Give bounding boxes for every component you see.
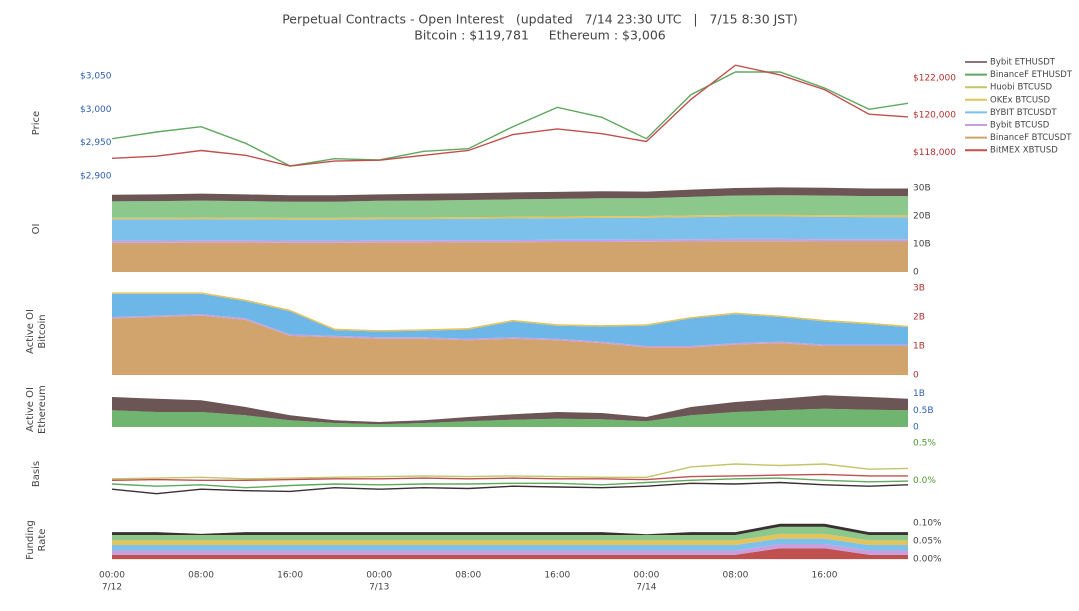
y-tick-label: 2B (913, 313, 925, 323)
y-tick-label: 0.5B (913, 406, 934, 416)
stacked-area (112, 241, 908, 272)
price-line (112, 71, 908, 167)
price-line (112, 481, 908, 495)
price-line (112, 477, 908, 489)
y-axis-label: Basis (31, 461, 42, 487)
stacked-area (112, 195, 908, 218)
y-axis-label: OI (31, 224, 42, 235)
stacked-area (112, 214, 908, 220)
y-axis-label: Active OI (25, 309, 36, 354)
y-tick-label: 0.10% (913, 519, 942, 529)
y-tick-label: 0.5% (913, 439, 936, 449)
x-tick-label: 00:00 (633, 571, 659, 581)
stacked-area (112, 544, 908, 555)
y-tick-label: 0.00% (913, 555, 942, 565)
price-line (112, 64, 908, 167)
chart-subtitle: Bitcoin : $119,781 Ethereum : $3,006 (414, 28, 666, 43)
stacked-area (112, 187, 908, 202)
y-axis-label: Rate (37, 529, 48, 552)
y-axis-label: Ethereum (37, 385, 48, 434)
y2-tick-label: $122,000 (913, 73, 956, 83)
legend-label: Huobi BTCUSD (990, 83, 1053, 93)
y-axis-label: Active OI (25, 387, 36, 432)
x-tick-label: 00:00 (99, 571, 125, 581)
stacked-area (112, 538, 908, 551)
x-tick-label: 16:00 (277, 571, 303, 581)
legend-label: Bybit BTCUSD (990, 121, 1050, 131)
y-axis-label: Bitcoin (37, 314, 48, 348)
panel (112, 395, 908, 427)
stacked-area (112, 533, 908, 545)
y-tick-label: $2,900 (80, 172, 112, 182)
legend-label: Bybit ETHUSDT (990, 58, 1056, 68)
y-tick-label: 0 (913, 371, 919, 381)
stacked-area (112, 395, 908, 425)
stacked-area (112, 408, 908, 427)
legend-label: OKEx BTCUSD (990, 95, 1050, 105)
panel (112, 523, 908, 560)
x-tick-label: 16:00 (544, 571, 570, 581)
stacked-area (112, 293, 908, 346)
chart-title: Perpetual Contracts - Open Interest (upd… (282, 12, 798, 27)
y-tick-label: 10B (913, 239, 931, 249)
y-tick-label: 0 (913, 423, 919, 433)
x-tick-label: 08:00 (722, 571, 748, 581)
x-tick-label: 08:00 (188, 571, 214, 581)
legend-label: BinanceF ETHUSDT (990, 70, 1073, 80)
y-tick-label: 1B (913, 342, 925, 352)
y-tick-label: 3B (913, 284, 925, 294)
panel (112, 292, 908, 375)
y-tick-label: $3,050 (80, 72, 112, 82)
stacked-area (112, 238, 908, 243)
y-axis-label: Funding (25, 520, 36, 560)
stacked-area (112, 526, 908, 541)
x-date-label: 7/14 (636, 583, 656, 593)
stacked-area (112, 523, 908, 535)
y-tick-label: $2,950 (80, 138, 112, 148)
y2-tick-label: $120,000 (913, 111, 956, 121)
panel (112, 187, 908, 272)
panel (112, 64, 908, 167)
x-date-label: 7/12 (102, 583, 122, 593)
legend-label: BYBIT BTCUSDT (990, 108, 1057, 118)
legend-label: BitMEX XBTUSD (990, 146, 1058, 156)
x-tick-label: 08:00 (455, 571, 481, 581)
x-date-label: 7/13 (369, 583, 389, 593)
y-tick-label: 0.0% (913, 476, 936, 486)
x-tick-label: 00:00 (366, 571, 392, 581)
y2-tick-label: $118,000 (913, 148, 956, 158)
stacked-area (112, 315, 908, 375)
x-tick-label: 16:00 (812, 571, 838, 581)
y-tick-label: 0 (913, 268, 919, 278)
price-line (112, 463, 908, 480)
stacked-area (112, 548, 908, 560)
legend-label: BinanceF BTCUSDT (990, 133, 1072, 143)
y-tick-label: 20B (913, 211, 931, 221)
y-tick-label: 1B (913, 389, 925, 399)
stacked-area (112, 216, 908, 241)
price-line (112, 473, 908, 481)
y-tick-label: $3,000 (80, 105, 112, 115)
y-tick-label: 30B (913, 183, 931, 193)
y-tick-label: 0.05% (913, 537, 942, 547)
panel (112, 463, 908, 495)
y-axis-label: Price (31, 111, 42, 135)
